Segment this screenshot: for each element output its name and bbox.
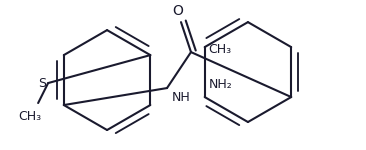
Text: O: O <box>172 4 183 18</box>
Text: S: S <box>38 76 46 90</box>
Text: CH₃: CH₃ <box>209 43 232 56</box>
Text: NH: NH <box>172 91 191 104</box>
Text: CH₃: CH₃ <box>18 110 41 123</box>
Text: NH₂: NH₂ <box>209 78 232 91</box>
